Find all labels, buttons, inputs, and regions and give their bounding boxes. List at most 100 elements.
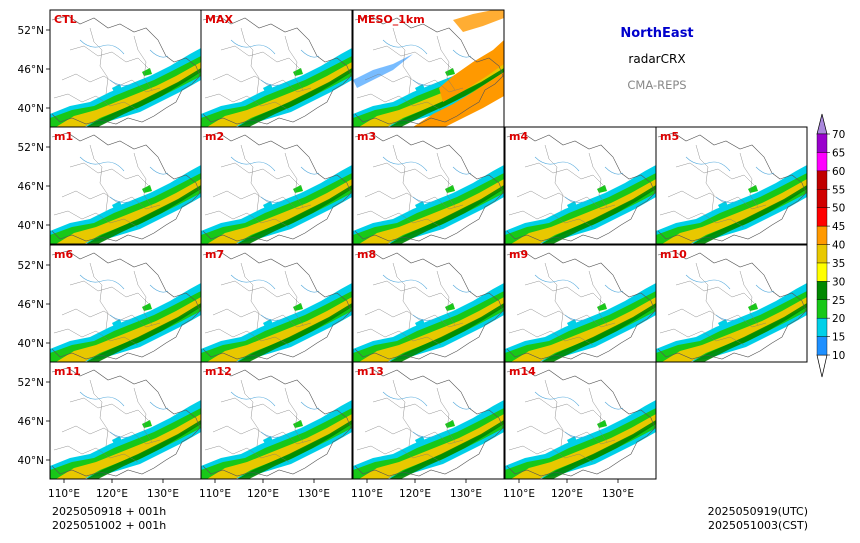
lon-tick-label: 110°E — [199, 488, 231, 500]
map-panel: m12 — [200, 361, 353, 480]
country-border — [202, 250, 352, 360]
lat-tick-label: 40°N — [18, 103, 44, 115]
lon-tick-label: 120°E — [551, 488, 583, 500]
colorbar-over-triangle — [816, 113, 828, 135]
country-border — [51, 367, 201, 477]
colorbar-tick-label: 50 — [832, 203, 845, 215]
region-title: NorthEast — [620, 26, 693, 41]
country-border — [202, 367, 352, 477]
lon-tick-label: 130°E — [602, 488, 634, 500]
colorbar-segment — [816, 336, 828, 356]
colorbar-tick-label: 30 — [832, 276, 845, 288]
colorbar-segment — [816, 170, 828, 190]
colorbar-tick-label: 65 — [832, 147, 845, 159]
panel-label: m2 — [205, 130, 224, 143]
lon-tick-label: 120°E — [399, 488, 431, 500]
map-panel: m6 — [46, 244, 202, 363]
map-panel: m1 — [46, 126, 202, 245]
valid-time-cst: 2025051003(CST) — [708, 519, 808, 532]
init-time-cst: 2025051002 + 001h — [52, 519, 166, 532]
axis-labels: 52°N 46°N 40°N 52°N 46°N 40°N 52°N 46°N 40°N 52°N… — [18, 25, 634, 500]
country-border — [354, 367, 504, 477]
panel-label: CTL — [54, 13, 77, 26]
panel-label: MESO_1km — [357, 13, 425, 26]
panel-label: m13 — [357, 365, 384, 378]
colorbar-tick-label: 70 — [832, 129, 845, 141]
country-border — [51, 250, 201, 360]
map-panel: m9 — [504, 244, 657, 363]
colorbar-legend: 10 15 20 25 30 35 40 45 50 55 60 65 70 — [816, 113, 845, 378]
valid-time-utc: 2025050919(UTC) — [708, 505, 808, 518]
lon-tick-label: 130°E — [298, 488, 330, 500]
country-border — [51, 132, 201, 242]
colorbar-tick-label: 10 — [832, 350, 845, 362]
colorbar-tick-label: 60 — [832, 166, 845, 178]
init-time-utc: 2025050918 + 001h — [52, 505, 166, 518]
panel-grid: CTL MAX MESO_1km m1 m2 m3 m4 m5 m6 m7 m8 m9 m10 m11 m1… — [46, 9, 808, 480]
product-label: radarCRX — [628, 52, 685, 66]
map-panel: m13 — [352, 361, 505, 480]
panel-label: m4 — [509, 130, 528, 143]
lon-tick-label: 120°E — [247, 488, 279, 500]
lon-tick-label: 130°E — [147, 488, 179, 500]
map-panel: CTL — [46, 9, 202, 128]
country-border — [657, 132, 807, 242]
map-panel: m4 — [504, 126, 657, 245]
colorbar-tick-label: 20 — [832, 313, 845, 325]
colorbar-tick-label: 55 — [832, 184, 845, 196]
map-panel: MESO_1km — [352, 9, 505, 128]
map-panel: MAX — [200, 9, 353, 128]
country-border — [354, 15, 504, 125]
colorbar-segment — [816, 244, 828, 264]
map-panel: m11 — [46, 361, 202, 480]
colorbar-segment — [816, 207, 828, 227]
panel-label: m8 — [357, 248, 376, 261]
map-panel: m8 — [352, 244, 505, 363]
map-panel: m5 — [655, 126, 808, 245]
colorbar-segment — [816, 317, 828, 337]
panel-label: m10 — [660, 248, 687, 261]
lat-tick-label: 52°N — [18, 25, 44, 37]
lon-tick-label: 130°E — [450, 488, 482, 500]
colorbar-tick-label: 25 — [832, 295, 845, 307]
colorbar-segment — [816, 281, 828, 300]
colorbar-segment — [816, 262, 828, 282]
panel-label: m11 — [54, 365, 81, 378]
country-border — [506, 250, 656, 360]
country-border — [506, 367, 656, 477]
map-panel: m3 — [352, 126, 505, 245]
colorbar-tick-label: 40 — [832, 240, 845, 252]
colorbar-tick-label: 35 — [832, 258, 845, 270]
colorbar-segment — [816, 189, 828, 208]
lon-tick-label: 110°E — [503, 488, 535, 500]
system-label: CMA-REPS — [627, 78, 686, 92]
map-panel: m7 — [200, 244, 353, 363]
lat-tick-label: 46°N — [18, 64, 44, 76]
country-border — [202, 15, 352, 125]
lat-tick-label: 52°N — [18, 377, 44, 389]
colorbar-segment — [816, 225, 828, 245]
lat-tick-label: 40°N — [18, 455, 44, 467]
map-panel: m14 — [504, 361, 657, 480]
map-panel: m10 — [655, 244, 808, 363]
country-border — [354, 132, 504, 242]
panel-label: m7 — [205, 248, 224, 261]
panel-label: m5 — [660, 130, 679, 143]
lon-tick-label: 110°E — [48, 488, 80, 500]
lat-tick-label: 46°N — [18, 181, 44, 193]
lon-tick-label: 110°E — [351, 488, 383, 500]
panel-label: m12 — [205, 365, 232, 378]
colorbar-tick-label: 15 — [832, 332, 845, 344]
lat-tick-label: 52°N — [18, 142, 44, 154]
colorbar-under-triangle — [816, 354, 828, 378]
country-border — [657, 250, 807, 360]
colorbar-segment — [816, 133, 828, 153]
lat-tick-label: 52°N — [18, 260, 44, 272]
colorbar-segment — [816, 299, 828, 319]
map-panel: m2 — [200, 126, 353, 245]
panel-label: m3 — [357, 130, 376, 143]
colorbar-tick-label: 45 — [832, 221, 845, 233]
country-border — [354, 250, 504, 360]
lon-tick-label: 120°E — [96, 488, 128, 500]
